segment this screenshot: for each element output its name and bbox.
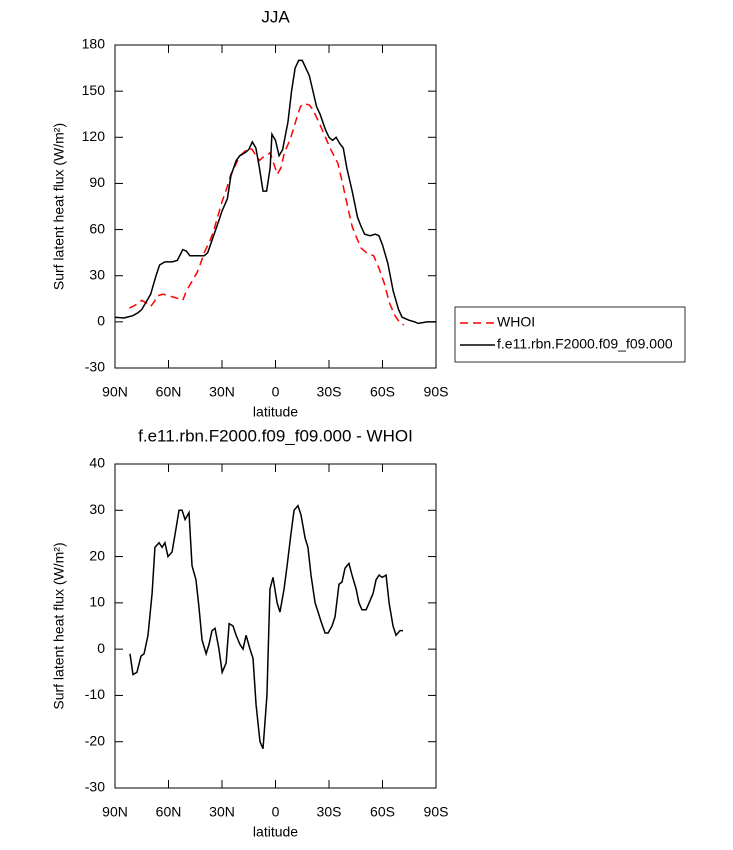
y-axis-label: Surf latent heat flux (W/m²) xyxy=(51,123,67,290)
y-tick-label: 0 xyxy=(97,313,105,329)
y-tick-label: 10 xyxy=(89,594,105,610)
x-tick-label: 90N xyxy=(102,384,128,400)
y-tick-label: 90 xyxy=(89,174,105,190)
y-tick-label: -10 xyxy=(85,686,105,702)
x-tick-label: 90S xyxy=(424,384,449,400)
y-tick-label: 60 xyxy=(89,220,105,236)
y-tick-label: -30 xyxy=(85,779,105,795)
data-line xyxy=(129,504,404,749)
x-tick-label: 30S xyxy=(317,804,342,820)
x-tick-label: 30N xyxy=(209,804,235,820)
x-axis-label: latitude xyxy=(253,824,298,840)
chart-title: JJA xyxy=(261,7,290,26)
y-tick-label: 20 xyxy=(89,547,105,563)
plot-frame xyxy=(114,44,437,369)
y-axis-label: Surf latent heat flux (W/m²) xyxy=(51,542,67,709)
x-axis-label: latitude xyxy=(253,404,298,420)
legend-box xyxy=(454,306,686,363)
data-line xyxy=(114,59,436,325)
y-tick-label: 40 xyxy=(89,455,105,471)
y-tick-label: 0 xyxy=(97,640,105,656)
legend-label: WHOI xyxy=(497,314,535,330)
y-tick-label: -30 xyxy=(85,359,105,375)
chart-title: f.e11.rbn.F2000.f09_f09.000 - WHOI xyxy=(138,426,413,445)
x-tick-label: 60N xyxy=(156,384,182,400)
y-tick-label: 30 xyxy=(89,501,105,517)
data-line xyxy=(128,102,405,326)
x-tick-label: 60N xyxy=(156,804,182,820)
y-tick-label: 120 xyxy=(82,128,106,144)
plot-frame xyxy=(114,463,437,789)
x-tick-label: 30N xyxy=(209,384,235,400)
y-tick-label: -20 xyxy=(85,732,105,748)
x-tick-label: 90N xyxy=(102,804,128,820)
x-tick-label: 60S xyxy=(370,384,395,400)
y-tick-label: 30 xyxy=(89,266,105,282)
x-tick-label: 0 xyxy=(272,804,280,820)
x-tick-label: 0 xyxy=(272,384,280,400)
y-tick-label: 150 xyxy=(82,82,106,98)
x-tick-label: 60S xyxy=(370,804,395,820)
legend-label: f.e11.rbn.F2000.f09_f09.000 xyxy=(497,336,673,352)
y-tick-label: 180 xyxy=(82,36,106,52)
x-tick-label: 30S xyxy=(317,384,342,400)
x-tick-label: 90S xyxy=(424,804,449,820)
